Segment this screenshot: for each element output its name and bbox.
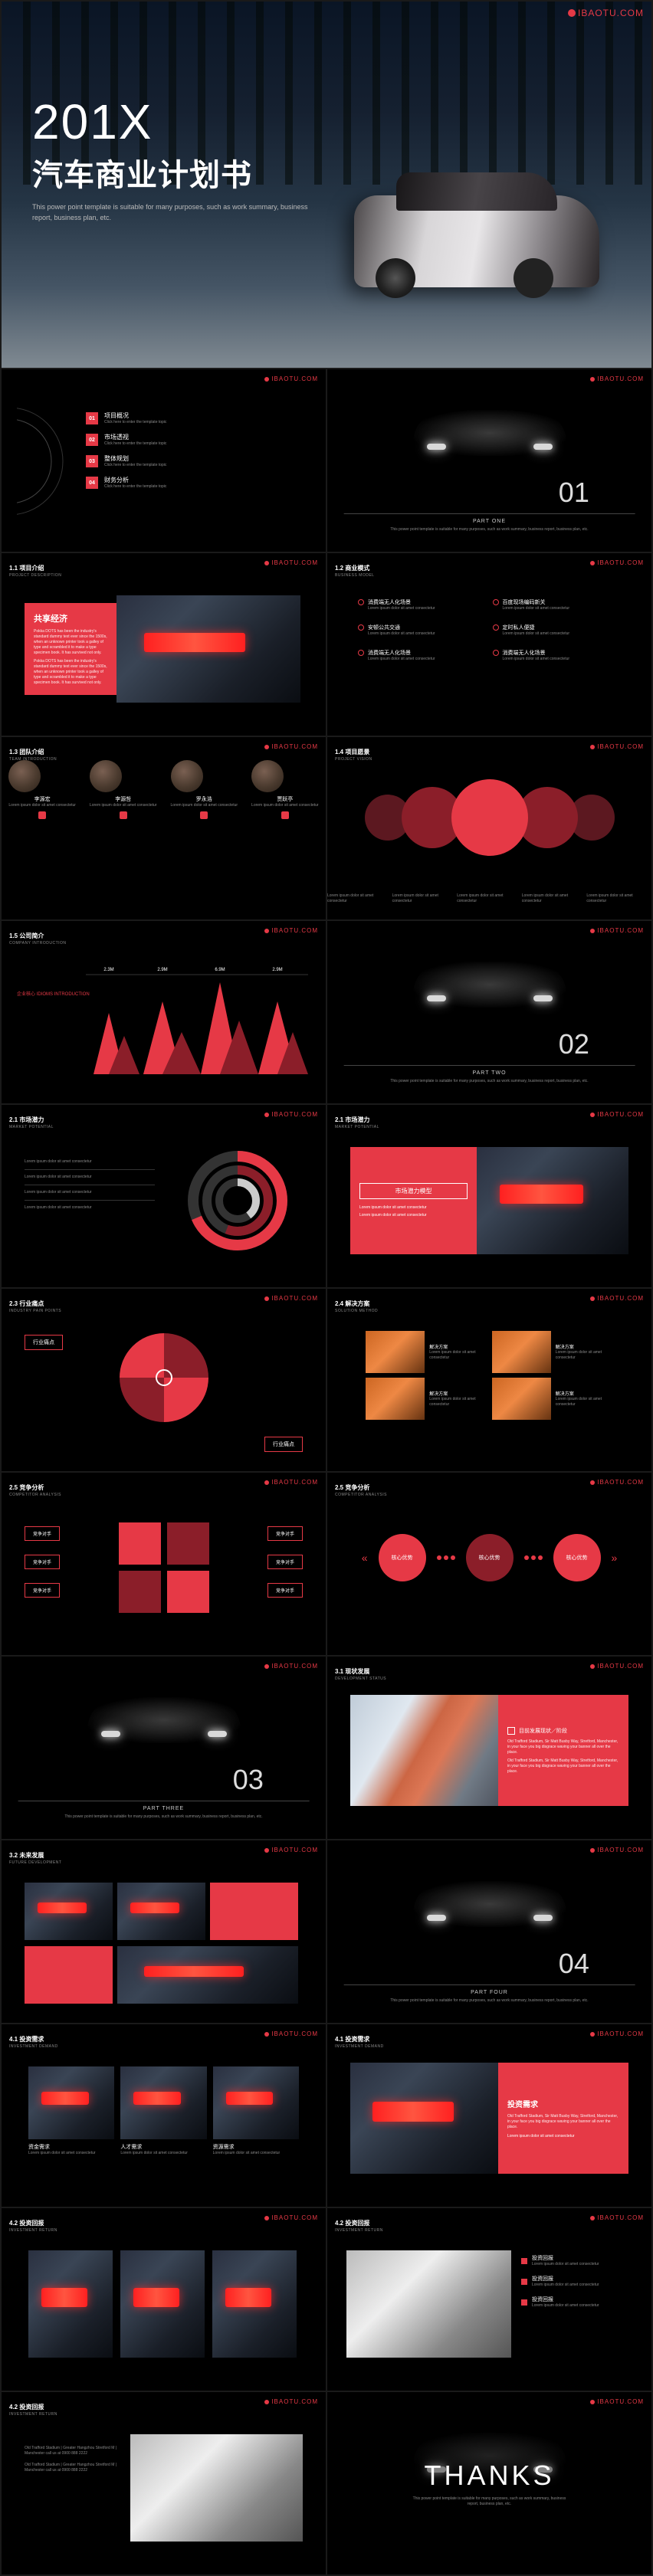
slide-part-02: IBAOTU.COM 02PART TWOThis power point te…	[327, 921, 651, 1103]
thanks-title: THANKS	[409, 2460, 571, 2492]
hero-sub: This power point template is suitable fo…	[32, 202, 323, 223]
slide-3-1: IBAOTU.COM 3.1 现状发展DEVELOPMENT STATUS 目前…	[327, 1657, 651, 1839]
slide-1-1: IBAOTU.COM 1.1 项目介绍PROJECT DESCRIPTION 共…	[2, 553, 326, 736]
svg-text:2.9M: 2.9M	[157, 968, 167, 972]
slide-part-03: IBAOTU.COM 03PART THREEThis power point …	[2, 1657, 326, 1839]
toc-arc	[17, 408, 71, 515]
toc-item: 市场透视	[104, 433, 166, 441]
avatar	[90, 760, 122, 792]
slide-2-5a: IBAOTU.COM 2.5 竞争分析COMPETITOR ANALYSIS 竞…	[2, 1473, 326, 1655]
slide-4-2a: IBAOTU.COM 4.2 投资回报INVESTMENT RETURN	[2, 2208, 326, 2391]
slide-4-2b: IBAOTU.COM 4.2 投资回报INVESTMENT RETURN 投资回…	[327, 2208, 651, 2391]
slide-2-5b: IBAOTU.COM 2.5 竞争分析COMPETITOR ANALYSIS «…	[327, 1473, 651, 1655]
twitter-icon	[38, 811, 46, 819]
toc-item: 项目概况	[104, 411, 166, 420]
slide-thanks: IBAOTU.COM THANKS This power point templ…	[327, 2392, 651, 2574]
donut-chart	[184, 1147, 291, 1254]
slide-2-4: IBAOTU.COM 2.4 解决方案SOLUTION METHOD 解决方案L…	[327, 1289, 651, 1471]
slide-toc: IBAOTU.COM 01项目概况Click here to enter the…	[2, 369, 326, 552]
slide-4-1b: IBAOTU.COM 4.1 投资需求INVESTMENT DEMAND 投资需…	[327, 2024, 651, 2207]
toc-item: 整体规划	[104, 454, 166, 463]
part-number: 01	[343, 477, 589, 509]
heading: 共享经济	[34, 612, 107, 624]
slide-part-04: IBAOTU.COM 04PART FOURThis power point t…	[327, 1840, 651, 2023]
area-chart: 2.3M 2.9M 6.9M 2.9M	[86, 959, 308, 1082]
slide-hero: IBAOTU.COM 201X 汽车商业计划书 This power point…	[2, 2, 651, 368]
svg-text:6.9M: 6.9M	[215, 968, 225, 972]
slide-1-2: IBAOTU.COM 1.2 商业模式BUSINESS MODEL 消费端无人化…	[327, 553, 651, 736]
avatar	[8, 760, 41, 792]
part-label: PART ONE	[343, 519, 635, 524]
hero-year: 201X	[32, 93, 323, 150]
slide-1-5: IBAOTU.COM 1.5 公司简介COMPANY INTRODUCTION …	[2, 921, 326, 1103]
slide-2-1a: IBAOTU.COM 2.1 市场潜力MARKET POTENTIAL Lore…	[2, 1105, 326, 1287]
twitter-icon	[281, 811, 289, 819]
hero-title: 汽车商业计划书	[32, 150, 323, 195]
svg-text:2.9M: 2.9M	[272, 968, 282, 972]
slide-4-2c: IBAOTU.COM 4.2 投资回报INVESTMENT RETURN Old…	[2, 2392, 326, 2574]
slide-2-3: IBAOTU.COM 2.3 行业痛点INDUSTRY PAIN POINTS …	[2, 1289, 326, 1471]
heading: 投资需求	[507, 2098, 619, 2109]
slide-2-1b: IBAOTU.COM 2.1 市场潜力MARKET POTENTIAL 市场潜力…	[327, 1105, 651, 1287]
avatar	[171, 760, 203, 792]
slide-1-3: IBAOTU.COM 1.3 团队介绍TEAM INTRODUCTION 李源宏…	[2, 737, 326, 919]
avatar	[251, 760, 284, 792]
watermark: IBAOTU.COM	[568, 8, 644, 18]
slide-3-2: IBAOTU.COM 3.2 未来发展FUTURE DEVELOPMENT	[2, 1840, 326, 2023]
slide-4-1a: IBAOTU.COM 4.1 投资需求INVESTMENT DEMAND 资金需…	[2, 2024, 326, 2207]
twitter-icon	[120, 811, 127, 819]
heading: 目前发展现状／阶段	[519, 1727, 567, 1735]
twitter-icon	[200, 811, 208, 819]
slide-part-01: IBAOTU.COM 01 PART ONE This power point …	[327, 369, 651, 552]
heading: 市场潜力模型	[359, 1183, 468, 1199]
slide-1-4: IBAOTU.COM 1.4 项目愿景PROJECT VISION Lorem …	[327, 737, 651, 919]
svg-text:2.3M: 2.3M	[103, 968, 113, 972]
toc-item: 财务分析	[104, 476, 166, 484]
